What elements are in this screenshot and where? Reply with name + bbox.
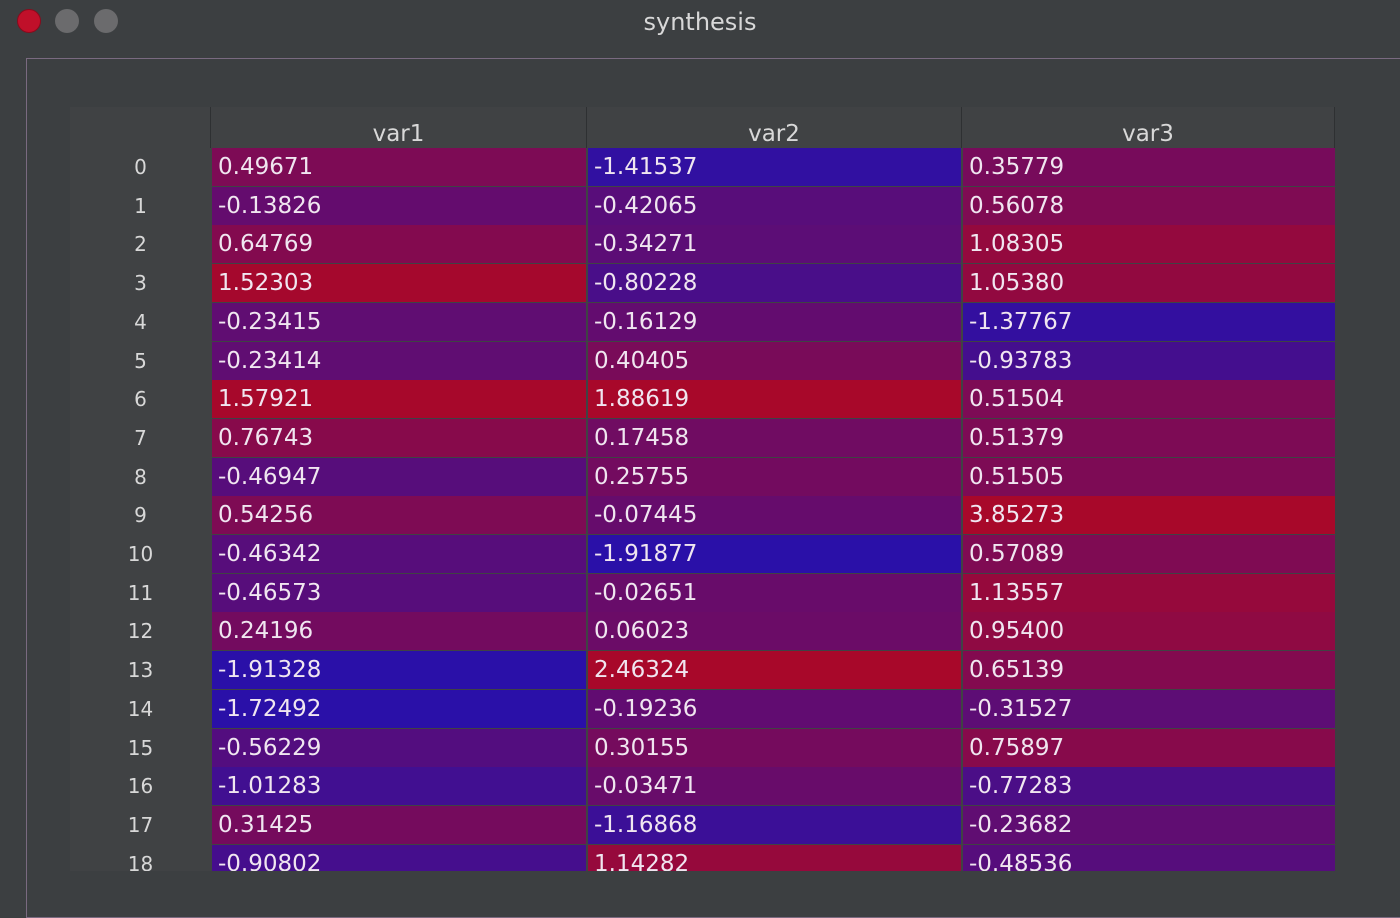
table-cell[interactable]: -1.91328 — [212, 651, 586, 690]
minimize-window-button[interactable] — [55, 9, 79, 33]
table-cell[interactable]: 0.75897 — [963, 728, 1335, 767]
row-index-label[interactable]: 10 — [70, 535, 211, 573]
table-cell[interactable]: -0.07445 — [588, 496, 961, 535]
row-index-label[interactable]: 12 — [70, 612, 211, 651]
table-cell[interactable]: 3.85273 — [963, 496, 1335, 535]
table-cell[interactable]: 0.51505 — [963, 457, 1335, 496]
table-cell[interactable]: 0.25755 — [588, 457, 961, 496]
table-cell[interactable]: 0.17458 — [588, 418, 961, 457]
table-cell[interactable]: 0.24196 — [212, 612, 586, 651]
table-cell[interactable]: 0.56078 — [963, 186, 1335, 225]
row-index-label[interactable]: 16 — [70, 767, 211, 806]
table-cell[interactable]: 0.65139 — [963, 651, 1335, 690]
table-cell[interactable]: 0.40405 — [588, 341, 961, 380]
table-cell[interactable]: -1.72492 — [212, 689, 586, 728]
row-index-label[interactable]: 6 — [70, 380, 211, 419]
table-cell[interactable]: -0.46342 — [212, 535, 586, 573]
table-cell[interactable]: 1.88619 — [588, 380, 961, 419]
table-cell[interactable]: 0.49671 — [212, 148, 586, 186]
row-index-label[interactable]: 7 — [70, 418, 211, 457]
table-cell[interactable]: -0.23414 — [212, 341, 586, 380]
row-index-label[interactable]: 18 — [70, 844, 211, 871]
table-cell[interactable]: 0.51504 — [963, 380, 1335, 419]
table-cell[interactable]: 0.54256 — [212, 496, 586, 535]
table-cell[interactable]: 0.35779 — [963, 148, 1335, 186]
table-cell[interactable]: -0.34271 — [588, 225, 961, 264]
table-cell[interactable]: 0.76743 — [212, 418, 586, 457]
table-cell[interactable]: 0.06023 — [588, 612, 961, 651]
row-index-label[interactable]: 9 — [70, 496, 211, 535]
table-cell[interactable]: 0.31425 — [212, 805, 586, 844]
table-cell[interactable]: -1.01283 — [212, 767, 586, 806]
table-cell[interactable]: -0.90802 — [212, 844, 586, 871]
row-index-label[interactable]: 2 — [70, 225, 211, 264]
row-index-label[interactable]: 17 — [70, 805, 211, 844]
maximize-window-button[interactable] — [94, 9, 118, 33]
row-index-label[interactable]: 13 — [70, 651, 211, 690]
table-cell[interactable]: 0.64769 — [212, 225, 586, 264]
row-index-label[interactable]: 11 — [70, 573, 211, 612]
row-index-label[interactable]: 15 — [70, 728, 211, 767]
table-cell[interactable]: -1.91877 — [588, 535, 961, 573]
table-cell[interactable]: 0.51379 — [963, 418, 1335, 457]
window-title: synthesis — [643, 8, 757, 36]
table-cell[interactable]: 1.05380 — [963, 264, 1335, 303]
table-cell[interactable]: -0.46573 — [212, 573, 586, 612]
table-cell[interactable]: 1.13557 — [963, 573, 1335, 612]
table-cell[interactable]: -1.16868 — [588, 805, 961, 844]
row-index-label[interactable]: 5 — [70, 341, 211, 380]
close-window-button[interactable] — [17, 9, 41, 33]
table-cell[interactable]: -0.80228 — [588, 264, 961, 303]
data-table[interactable]: var1 var2 var3 0 0.49671 -1.41537 0.35779 1-… — [70, 107, 1335, 871]
column-header-var3[interactable]: var3 — [962, 107, 1335, 148]
table-cell[interactable]: 1.08305 — [963, 225, 1335, 264]
table-cell[interactable]: -0.13826 — [212, 186, 586, 225]
table-cell[interactable]: 2.46324 — [588, 651, 961, 690]
table-cell[interactable]: 0.57089 — [963, 535, 1335, 573]
column-header-var1[interactable]: var1 — [211, 107, 587, 148]
row-index-label[interactable]: 0 — [70, 148, 211, 186]
row-index-label[interactable]: 8 — [70, 457, 211, 496]
table-cell[interactable]: -0.03471 — [588, 767, 961, 806]
table-cell[interactable]: -1.41537 — [588, 148, 961, 186]
table-cell[interactable]: 0.30155 — [588, 728, 961, 767]
row-index-label[interactable]: 14 — [70, 689, 211, 728]
table-cell[interactable]: 0.95400 — [963, 612, 1335, 651]
table-cell[interactable]: -0.31527 — [963, 689, 1335, 728]
table-cell[interactable]: -0.93783 — [963, 341, 1335, 380]
table-cell[interactable]: -0.42065 — [588, 186, 961, 225]
table-cell[interactable]: -0.48536 — [963, 844, 1335, 871]
row-index-label[interactable]: 4 — [70, 302, 211, 341]
table-cell[interactable]: 1.57921 — [212, 380, 586, 419]
window-titlebar: synthesis — [0, 0, 1400, 44]
table-cell[interactable]: 1.14282 — [588, 844, 961, 871]
table-cell[interactable]: -0.23682 — [963, 805, 1335, 844]
table-cell[interactable]: 1.52303 — [212, 264, 586, 303]
row-index-label[interactable]: 3 — [70, 264, 211, 303]
table-cell[interactable]: -0.02651 — [588, 573, 961, 612]
table-cell[interactable]: -0.19236 — [588, 689, 961, 728]
table-cell[interactable]: -0.77283 — [963, 767, 1335, 806]
row-index-label[interactable]: 1 — [70, 186, 211, 225]
table-cell[interactable]: -1.37767 — [963, 302, 1335, 341]
table-cell[interactable]: -0.16129 — [588, 302, 961, 341]
table-cell[interactable]: -0.56229 — [212, 728, 586, 767]
column-header-var2[interactable]: var2 — [587, 107, 962, 148]
table-cell[interactable]: -0.46947 — [212, 457, 586, 496]
corner-header — [70, 107, 211, 148]
table-cell[interactable]: -0.23415 — [212, 302, 586, 341]
